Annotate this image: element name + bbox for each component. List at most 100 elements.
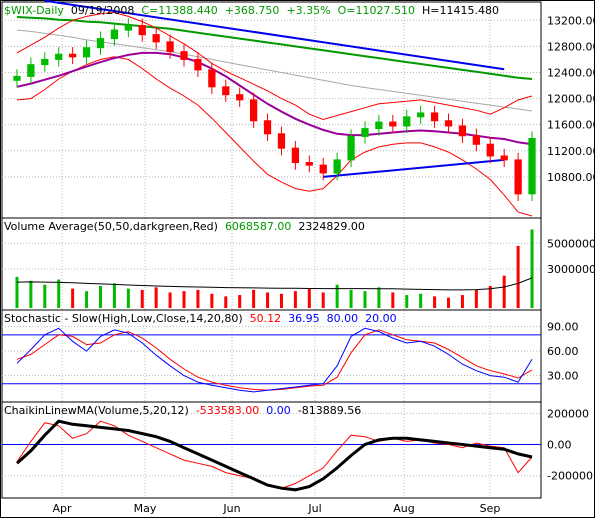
price-tick-label: 10800.00: [547, 171, 595, 184]
volume-value-1: 6068587.00: [224, 220, 292, 233]
price-candle: [194, 58, 202, 71]
price-candle: [55, 53, 63, 60]
volume-bar: [363, 291, 367, 308]
volume-value-2: 2324829.00: [298, 220, 365, 233]
price-candle: [417, 112, 425, 118]
price-candle: [138, 25, 146, 36]
price-candle: [277, 133, 286, 149]
volume-header: Volume Average(50,50,darkgreen,Red) 60685…: [4, 220, 372, 233]
support-trendline: [323, 158, 505, 178]
volume-bar: [182, 291, 186, 308]
volume-bar: [279, 293, 283, 308]
stochastic-value-1: 50.12: [249, 312, 282, 325]
volume-bar: [293, 291, 297, 308]
price-candle: [236, 94, 244, 101]
price-candle: [403, 116, 411, 127]
volume-bar: [460, 295, 464, 308]
symbol-label: $WIX-Daily: [4, 4, 64, 17]
stochastic-title: Stochastic - Slow(High,Low,Close,14,20,8…: [4, 312, 243, 325]
volume-tick-label: 5000000: [547, 237, 595, 250]
price-tick-label: 12000.00: [547, 93, 595, 106]
price-candle: [430, 112, 439, 122]
chaikin-value-3: -813889.56: [297, 404, 362, 417]
volume-bar: [98, 286, 102, 308]
volume-bar: [154, 287, 158, 308]
volume-bar: [140, 289, 144, 308]
price-candle: [500, 155, 508, 161]
price-candle: [458, 125, 467, 137]
month-tick-label: May: [134, 502, 157, 515]
price-candle: [333, 159, 341, 174]
sma-purple-line: [16, 51, 533, 146]
month-tick-label: Jul: [307, 502, 321, 515]
chaikin-tick-label: 200000: [547, 407, 589, 420]
volume-bar: [85, 291, 89, 308]
chaikin-value-2: 0.00: [266, 404, 291, 417]
price-candle: [528, 138, 536, 195]
volume-bar: [349, 289, 353, 308]
price-candle: [514, 159, 522, 195]
volume-bar: [224, 296, 228, 308]
volume-bar: [405, 295, 409, 308]
price-candle: [180, 51, 188, 60]
chaikin-line: [16, 420, 533, 489]
stochastic-slow-line: [16, 329, 533, 391]
price-tick-label: 12400.00: [547, 66, 595, 79]
change-label: +368.750: [224, 4, 280, 17]
price-tick-label: 13200.00: [547, 14, 595, 27]
month-tick-label: Jun: [222, 502, 240, 515]
volume-bar: [238, 295, 242, 308]
price-candle: [319, 164, 327, 174]
volume-bar: [530, 229, 534, 308]
price-tick-label: 11200.00: [547, 145, 595, 158]
price-tick-label: 11600.00: [547, 119, 595, 132]
price-candle: [110, 29, 119, 40]
stochastic-tick-label: 60.00: [547, 345, 579, 358]
chaikin-panel-frame: [1, 401, 542, 499]
volume-bar: [168, 292, 172, 308]
stochastic-value-3: 80.00: [326, 312, 359, 325]
volume-bar: [307, 288, 311, 308]
month-tick-label: Apr: [52, 502, 72, 515]
pct-label: +3.35%: [286, 4, 331, 17]
stochastic-fast-line: [16, 327, 533, 393]
chaikin-ma-line: [15, 419, 533, 492]
volume-bar: [210, 293, 214, 308]
volume-tick-label: 3000000: [547, 263, 595, 276]
volume-bar: [377, 287, 381, 308]
volume-bar: [433, 296, 437, 308]
volume-bar: [266, 292, 270, 308]
resistance-trendline: [44, 0, 505, 71]
price-candle: [486, 143, 494, 157]
volume-bar: [57, 279, 61, 308]
sma-green-line: [16, 16, 533, 80]
volume-bar: [419, 293, 423, 308]
chaikin-header: ChaikinLinewMA(Volume,5,20,12) -533583.00…: [4, 404, 368, 417]
volume-bar: [43, 284, 47, 308]
volume-bar: [29, 280, 33, 308]
bollinger-lower-line: [16, 56, 533, 217]
volume-bar: [447, 297, 451, 308]
price-candle: [82, 47, 91, 58]
price-candle: [27, 64, 35, 77]
volume-bar: [15, 276, 19, 308]
date-label: 09/19/2008: [70, 4, 135, 17]
close-label: C=11388.440: [141, 4, 218, 17]
chaikin-tick-label: 0.00: [547, 439, 572, 452]
volume-title: Volume Average(50,50,darkgreen,Red): [4, 220, 218, 233]
price-candle: [347, 135, 355, 161]
stochastic-value-2: 36.95: [288, 312, 320, 325]
volume-bar: [126, 288, 130, 308]
price-candle: [166, 41, 174, 53]
chaikin-title: ChaikinLinewMA(Volume,5,20,12): [4, 404, 189, 417]
price-header: $WIX-Daily 09/19/2008 C=11388.440 +368.750 +…: [4, 4, 506, 17]
price-candle: [263, 120, 272, 135]
stochastic-value-4: 20.00: [365, 312, 397, 325]
price-candle: [152, 34, 160, 43]
chaikin-value-1: -533583.00: [195, 404, 260, 417]
price-candle: [389, 121, 397, 127]
price-candle: [361, 128, 369, 137]
sma-gray-line: [16, 29, 533, 112]
volume-bar: [335, 284, 339, 308]
